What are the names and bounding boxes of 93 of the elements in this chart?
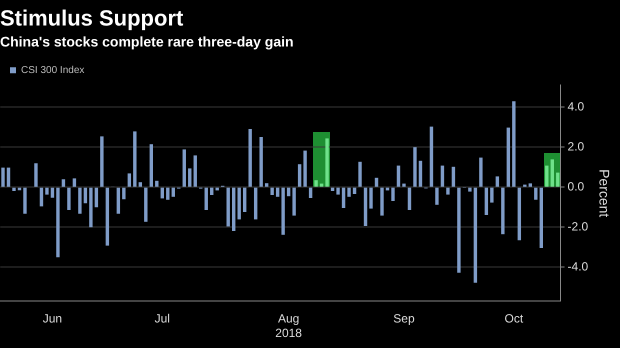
bar <box>474 188 478 283</box>
y-tick-label: 4.0 <box>568 100 585 114</box>
bar <box>150 144 154 187</box>
bar <box>303 150 307 187</box>
bar <box>40 188 44 206</box>
bar <box>298 164 302 187</box>
bar <box>276 188 280 197</box>
bar <box>100 136 104 187</box>
bar <box>550 159 554 187</box>
bar <box>194 155 197 187</box>
bar <box>210 188 214 195</box>
bar <box>106 188 110 246</box>
bar <box>479 158 483 187</box>
x-tick-label: Oct <box>504 312 524 326</box>
bar <box>50 188 54 198</box>
bar <box>534 188 538 200</box>
bar <box>182 149 186 187</box>
bar <box>204 188 208 210</box>
bar <box>496 176 500 187</box>
bar <box>330 188 334 191</box>
bar <box>259 137 263 187</box>
bar <box>94 188 98 208</box>
bar <box>336 188 340 195</box>
legend-label: CSI 300 Index <box>21 64 84 76</box>
bar <box>468 188 472 192</box>
bar <box>430 126 434 187</box>
bar <box>45 188 49 195</box>
bar <box>226 188 230 226</box>
y-tick-label: 0.0 <box>568 180 585 194</box>
bar <box>490 188 494 203</box>
bar <box>281 188 285 235</box>
bar <box>144 188 148 222</box>
chart-subtitle: China's stocks complete rare three-day gain <box>0 34 294 50</box>
bar <box>342 188 346 208</box>
y-tick-label: -4.0 <box>568 260 589 274</box>
bar <box>78 188 82 214</box>
bar <box>155 180 158 187</box>
x-tick-label: Jul <box>154 312 170 326</box>
bar <box>56 188 60 258</box>
bar <box>440 166 444 187</box>
bar <box>138 182 142 187</box>
bar <box>540 188 543 248</box>
bar <box>286 188 290 196</box>
bar <box>435 188 439 205</box>
bar <box>512 101 516 187</box>
bar <box>188 168 192 187</box>
bar <box>325 138 329 187</box>
bar <box>352 188 356 194</box>
bar <box>292 188 296 216</box>
bar <box>308 188 312 198</box>
bar <box>72 178 76 187</box>
bar <box>237 188 241 220</box>
bar <box>506 128 510 187</box>
bar <box>270 188 274 195</box>
bar <box>556 172 560 187</box>
bar <box>12 188 16 191</box>
bar <box>518 188 522 240</box>
bar <box>528 183 532 187</box>
bar <box>84 188 88 204</box>
bar <box>133 131 137 187</box>
bar <box>172 188 175 197</box>
bar <box>391 188 395 201</box>
bar <box>166 188 170 200</box>
bar <box>446 188 450 195</box>
bar <box>116 188 120 214</box>
bar <box>160 188 164 198</box>
bar <box>248 129 252 187</box>
bar <box>457 188 461 273</box>
bar <box>484 188 488 215</box>
y-axis-title: Percent <box>596 169 613 218</box>
bar <box>264 183 268 187</box>
bar <box>232 188 236 231</box>
x-tick-label: Sep <box>393 312 415 326</box>
bar <box>501 188 505 234</box>
bar <box>254 188 258 220</box>
bar <box>122 188 126 200</box>
bar <box>314 180 318 187</box>
bar <box>67 188 71 210</box>
bar <box>242 188 246 212</box>
chart-title: Stimulus Support <box>0 5 184 30</box>
bar <box>386 188 390 190</box>
bar <box>320 184 324 187</box>
y-tick-label: 2.0 <box>568 140 585 154</box>
bar <box>452 166 456 187</box>
bar <box>62 179 66 187</box>
bar <box>347 188 351 197</box>
bar <box>545 166 548 187</box>
x-tick-label: Aug 2018 <box>275 312 302 340</box>
bar <box>89 188 93 228</box>
bar <box>128 173 132 187</box>
bar <box>216 188 219 190</box>
y-tick-label: -2.0 <box>568 220 589 234</box>
x-tick-label: Jun <box>42 312 62 326</box>
